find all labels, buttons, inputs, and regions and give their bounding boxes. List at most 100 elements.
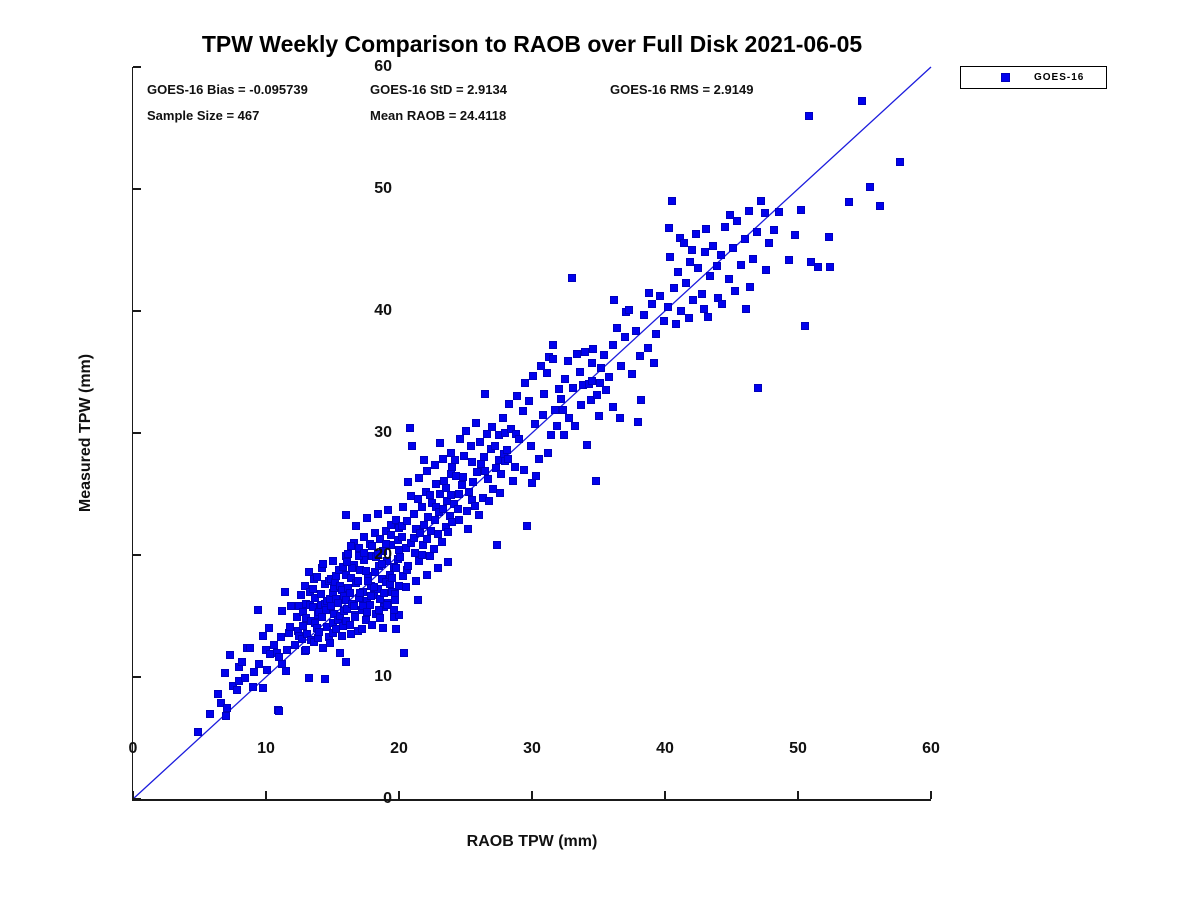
scatter-point xyxy=(488,422,497,431)
scatter-point xyxy=(422,466,431,475)
scatter-point xyxy=(368,620,377,629)
x-tick-mark xyxy=(265,791,267,799)
scatter-point xyxy=(647,299,656,308)
scatter-point xyxy=(368,542,377,551)
scatter-point xyxy=(554,385,563,394)
scatter-point xyxy=(275,707,284,716)
scatter-point xyxy=(206,709,215,718)
scatter-point xyxy=(634,418,643,427)
scatter-point xyxy=(345,588,354,597)
scatter-point xyxy=(448,463,457,472)
scatter-point xyxy=(615,414,624,423)
scatter-point xyxy=(708,242,717,251)
scatter-point xyxy=(301,646,310,655)
x-tick-mark xyxy=(531,791,533,799)
y-tick-label: 10 xyxy=(374,668,392,685)
scatter-point xyxy=(392,564,401,573)
scatter-point xyxy=(392,625,401,634)
scatter-point xyxy=(470,502,479,511)
scatter-point xyxy=(706,271,715,280)
scatter-point xyxy=(804,111,813,120)
y-tick-label: 40 xyxy=(374,302,392,319)
scatter-point xyxy=(530,420,539,429)
scatter-point xyxy=(825,263,834,272)
scatter-point xyxy=(481,466,490,475)
scatter-point xyxy=(450,455,459,464)
scatter-point xyxy=(281,666,290,675)
scatter-point xyxy=(504,454,513,463)
legend-box: GOES-16 xyxy=(960,66,1107,89)
scatter-point xyxy=(573,349,582,358)
scatter-point xyxy=(319,559,328,568)
scatter-point xyxy=(687,246,696,254)
scatter-point xyxy=(531,471,540,480)
scatter-point xyxy=(446,491,455,500)
x-tick-label: 0 xyxy=(128,740,138,757)
scatter-point xyxy=(396,553,405,562)
scatter-point xyxy=(405,424,414,433)
scatter-point xyxy=(679,238,688,247)
scatter-point xyxy=(581,348,590,357)
scatter-point xyxy=(465,487,474,496)
scatter-point xyxy=(529,371,538,380)
scatter-point xyxy=(414,474,423,483)
scatter-point xyxy=(635,352,644,361)
scatter-point xyxy=(599,350,608,359)
scatter-point xyxy=(731,287,740,296)
scatter-point xyxy=(216,698,225,707)
scatter-point xyxy=(328,557,337,566)
scatter-point xyxy=(413,596,422,605)
scatter-point xyxy=(377,559,386,568)
x-tick-label: 50 xyxy=(789,740,807,757)
scatter-point xyxy=(373,509,382,518)
scatter-point xyxy=(402,516,411,525)
scatter-point xyxy=(605,372,614,381)
scatter-point xyxy=(700,248,709,257)
y-tick-mark xyxy=(133,188,141,190)
scatter-point xyxy=(376,614,385,623)
scatter-point xyxy=(384,505,393,514)
scatter-point xyxy=(417,551,426,559)
scatter-point xyxy=(575,368,584,376)
scatter-point xyxy=(226,651,235,660)
scatter-point xyxy=(569,383,578,392)
scatter-point xyxy=(744,206,753,215)
scatter-point xyxy=(712,261,721,270)
scatter-point xyxy=(485,497,494,506)
scatter-point xyxy=(726,210,735,219)
scatter-point xyxy=(582,441,591,450)
scatter-point xyxy=(351,613,360,622)
scatter-point xyxy=(240,674,249,683)
scatter-point xyxy=(297,635,306,644)
scatter-point xyxy=(558,405,567,414)
scatter-point xyxy=(546,431,555,440)
scatter-point xyxy=(476,437,485,446)
scatter-point xyxy=(484,475,493,484)
scatter-point xyxy=(497,470,506,479)
scatter-point xyxy=(844,198,853,207)
scatter-point xyxy=(655,292,664,301)
scatter-point xyxy=(444,558,453,567)
scatter-point xyxy=(543,448,552,457)
scatter-point xyxy=(752,227,761,236)
scatter-point xyxy=(474,510,483,519)
scatter-point xyxy=(663,303,672,312)
scatter-point xyxy=(639,310,648,319)
x-axis-line xyxy=(131,799,931,801)
y-tick-label: 0 xyxy=(383,790,392,807)
scatter-point xyxy=(355,543,364,552)
y-tick-label: 60 xyxy=(374,58,392,75)
y-tick-mark xyxy=(133,310,141,312)
scatter-point xyxy=(381,540,390,549)
scatter-point xyxy=(762,265,771,274)
scatter-point xyxy=(413,494,422,503)
scatter-point xyxy=(389,605,398,614)
scatter-point xyxy=(430,460,439,469)
scatter-point xyxy=(299,621,308,630)
scatter-point xyxy=(248,682,257,691)
scatter-point xyxy=(333,598,342,607)
scatter-point xyxy=(534,454,543,463)
scatter-point xyxy=(631,326,640,335)
scatter-point xyxy=(460,452,469,461)
scatter-point xyxy=(387,531,396,540)
